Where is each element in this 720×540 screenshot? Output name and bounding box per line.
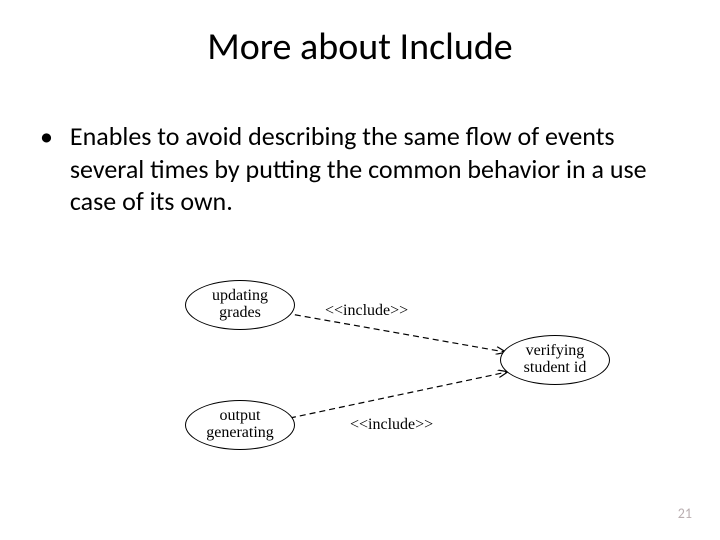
bullet-marker: • (40, 120, 64, 153)
node-verifying-student-id: verifyingstudent id (500, 335, 610, 385)
slide-title: More about Include (0, 24, 720, 70)
bullet-text: Enables to avoid describing the same flo… (70, 120, 680, 218)
bullet-item: • Enables to avoid describing the same f… (40, 120, 680, 218)
node-updating-grades: updatinggrades (185, 280, 295, 330)
include-diagram: updatinggrades outputgenerating verifyin… (170, 280, 640, 470)
slide: More about Include • Enables to avoid de… (0, 0, 720, 540)
page-number: 21 (678, 505, 692, 522)
node-output-generating: outputgenerating (185, 400, 295, 450)
edge-output-verifying (290, 372, 507, 418)
edge-label-0: <<include>> (325, 302, 408, 320)
edge-label-1: <<include>> (350, 416, 433, 434)
